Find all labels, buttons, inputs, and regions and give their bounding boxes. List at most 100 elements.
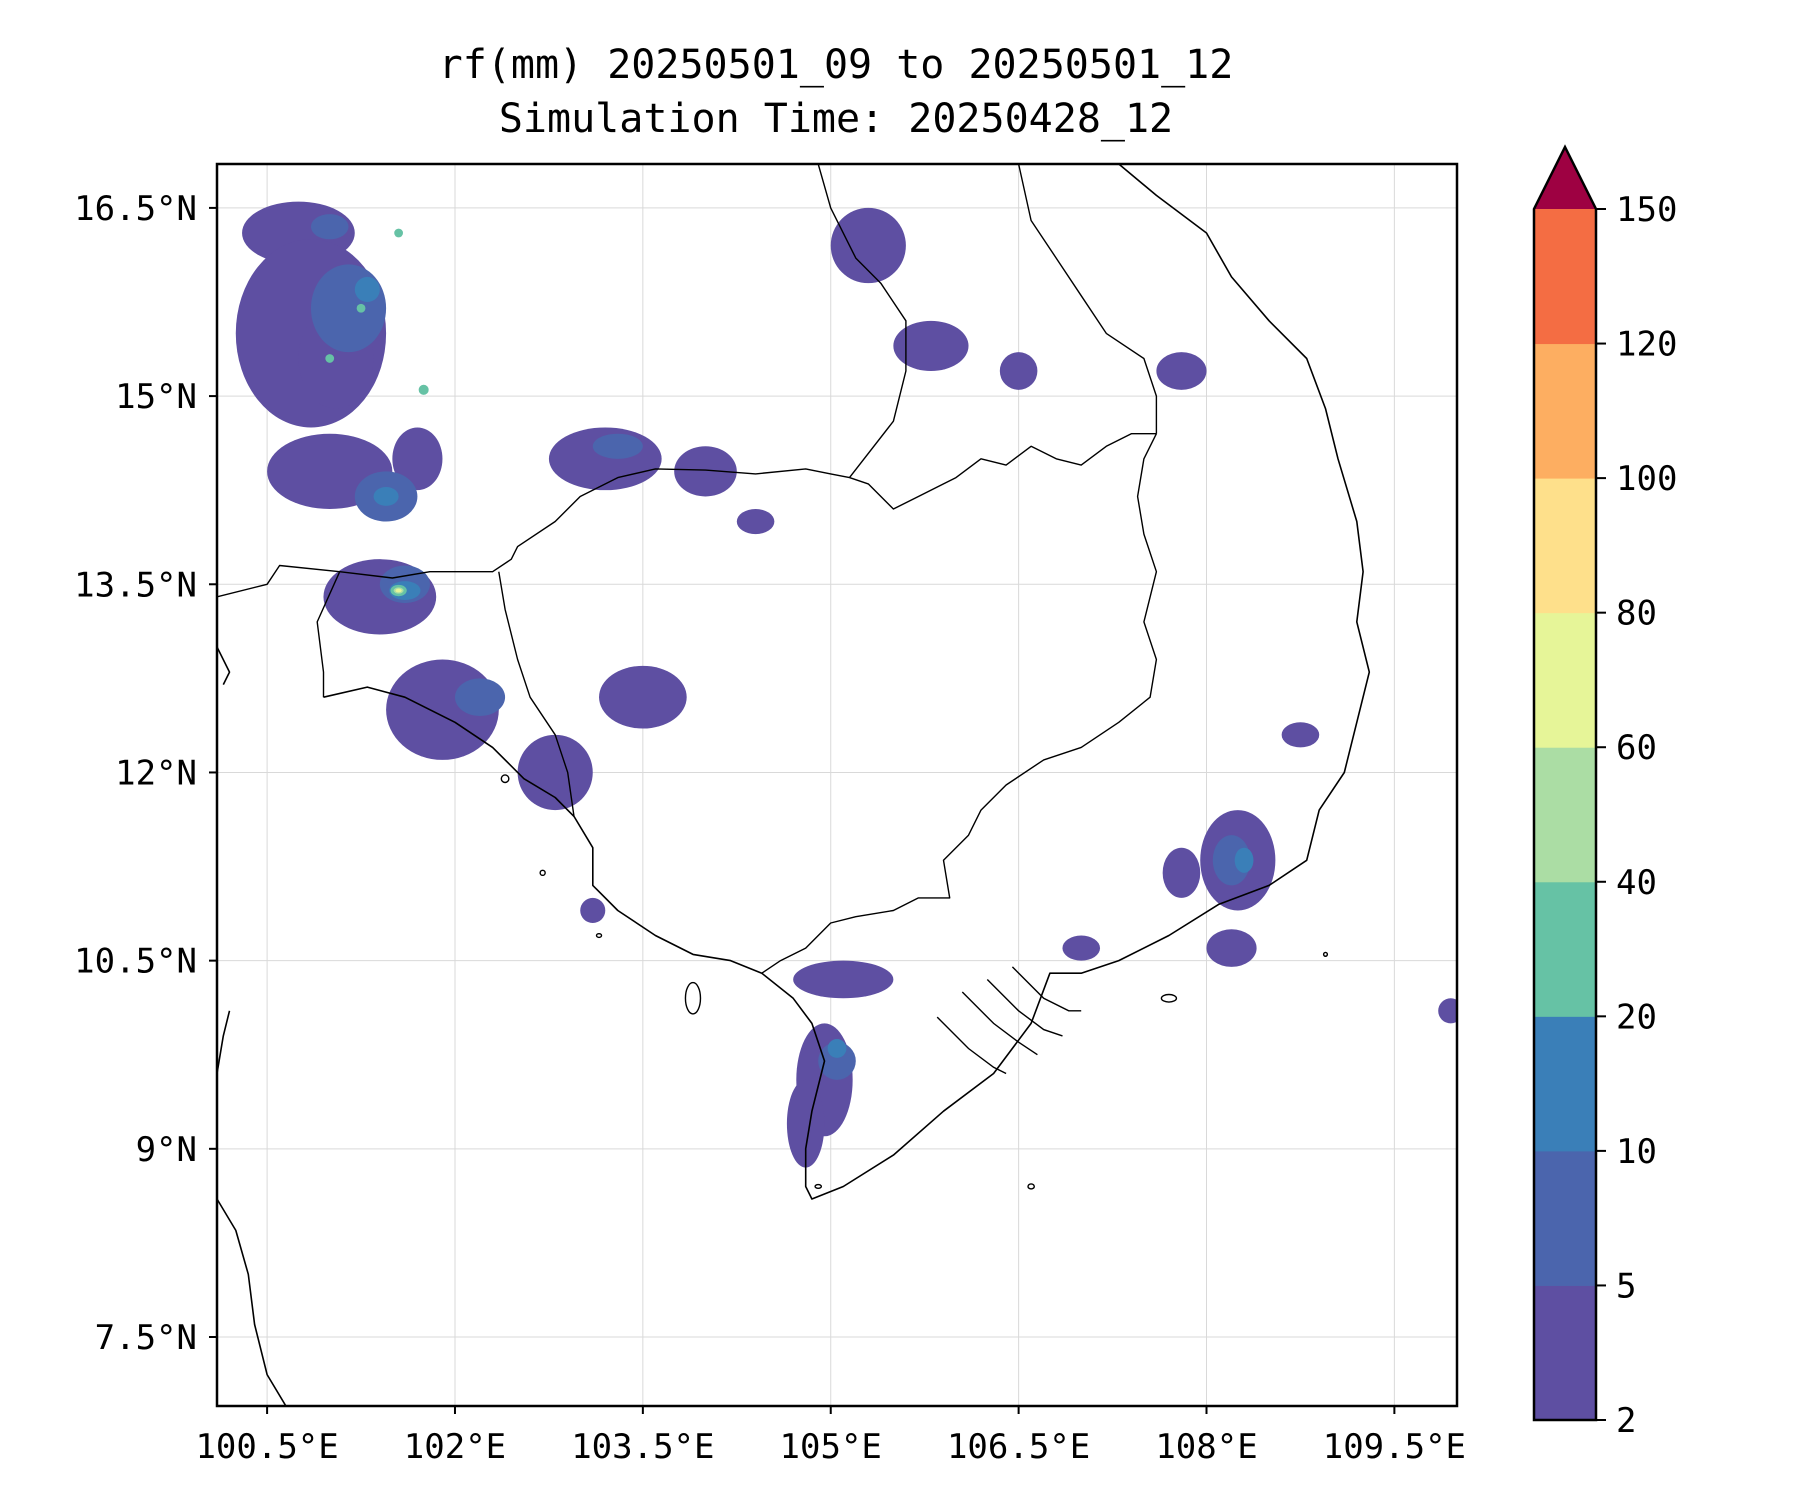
rainfall-areas xyxy=(235,201,1457,1168)
rain-cell xyxy=(592,433,643,459)
rain-cell xyxy=(325,354,335,363)
lon-tick-label: 105°E xyxy=(780,1427,882,1467)
delta-channel-0 xyxy=(936,1016,1007,1075)
gridlines xyxy=(217,164,1457,1406)
rain-cell xyxy=(1162,847,1201,898)
colorbar-tick-label: 2 xyxy=(1616,1401,1636,1441)
lat-tick-label: 16.5°N xyxy=(74,189,197,229)
lon-tick-label: 109.5°E xyxy=(1323,1427,1466,1467)
rain-cell xyxy=(310,214,349,240)
rain-cell xyxy=(1438,998,1457,1024)
rain-cell xyxy=(395,588,402,593)
lon-tick-label: 103.5°E xyxy=(571,1427,714,1467)
rain-cell xyxy=(454,678,506,716)
rain-cell xyxy=(418,384,429,395)
rain-cell xyxy=(517,734,593,811)
map-frame xyxy=(215,162,1459,1408)
colorbar-segment xyxy=(1534,1016,1596,1152)
rain-cell xyxy=(580,897,606,923)
colorbar-segment xyxy=(1534,747,1596,883)
lat-tick-label: 7.5°N xyxy=(95,1318,197,1358)
colorbar-tick-label: 120 xyxy=(1616,325,1677,365)
rain-cell xyxy=(1212,835,1251,886)
country-border-0 xyxy=(339,468,850,579)
rain-cell xyxy=(736,509,775,535)
rain-cell xyxy=(354,276,380,303)
rain-cell xyxy=(356,303,366,313)
island-outline xyxy=(500,774,510,784)
rain-cell xyxy=(392,427,443,491)
coastline-2 xyxy=(217,1010,231,1074)
colorbar-segment xyxy=(1534,343,1596,479)
rain-cell xyxy=(830,207,906,284)
delta-channel-1 xyxy=(961,991,1038,1056)
colorbar-segment xyxy=(1534,612,1596,748)
colorbar-tick-label: 5 xyxy=(1616,1266,1636,1306)
rain-cell xyxy=(827,1039,847,1058)
island-outline xyxy=(539,869,546,877)
rain-cell xyxy=(1281,722,1320,748)
colorbar-extend-triangle xyxy=(1534,147,1596,209)
colorbar-tick-label: 10 xyxy=(1616,1132,1657,1172)
rain-cell xyxy=(793,960,894,999)
longitude-tick-labels: 100.5°E 102°E 103.5°E 105°E 106.5°E 108°E 109.… xyxy=(195,1406,1466,1467)
lat-tick-label: 13.5°N xyxy=(74,565,197,605)
map-plot-area xyxy=(215,162,1459,1408)
island-outline xyxy=(1027,1183,1035,1190)
delta-channel-3 xyxy=(1011,966,1082,1012)
rain-level-5 xyxy=(395,588,402,593)
colorbar: 2 5 10 20 40 60 80 100 120 150 xyxy=(1532,144,1677,1441)
country-border-6 xyxy=(217,564,341,698)
chart-title-line2: Simulation Time: 20250428_12 xyxy=(499,96,1173,142)
lat-tick-label: 12°N xyxy=(115,753,197,793)
coastline-0 xyxy=(323,164,1371,1200)
country-border-2 xyxy=(761,433,1158,974)
rain-cell xyxy=(394,228,403,238)
rain-cell xyxy=(893,320,969,371)
rain-cell xyxy=(1234,847,1254,873)
colorbar-segment xyxy=(1534,1150,1596,1286)
colorbar-tick-label: 150 xyxy=(1616,190,1677,230)
coastlines-and-borders xyxy=(217,164,1371,1406)
lon-tick-label: 102°E xyxy=(404,1427,506,1467)
colorbar-tick-label: 80 xyxy=(1616,594,1657,634)
country-border-3 xyxy=(498,571,575,817)
rain-cell xyxy=(599,665,687,729)
rain-cell xyxy=(1062,935,1101,961)
colorbar-tick-label: 100 xyxy=(1616,459,1677,499)
island-outline xyxy=(1322,951,1329,957)
colorbar-tick-label: 60 xyxy=(1616,728,1657,768)
lat-tick-label: 9°N xyxy=(136,1130,197,1170)
lat-tick-label: 10.5°N xyxy=(74,942,197,982)
chart-title-line1: rf(mm) 20250501_09 to 20250501_12 xyxy=(439,42,1234,88)
country-border-1 xyxy=(849,433,1157,510)
colorbar-segment xyxy=(1534,478,1596,614)
lon-tick-label: 106.5°E xyxy=(947,1427,1090,1467)
country-border-5 xyxy=(1017,164,1158,434)
colorbar-segment xyxy=(1534,209,1596,345)
delta-channel-2 xyxy=(986,979,1063,1037)
colorbar-segment xyxy=(1534,1285,1596,1421)
island-outline xyxy=(1160,993,1178,1003)
rain-cell xyxy=(1206,929,1257,967)
island-outline xyxy=(814,1183,823,1190)
country-border-4 xyxy=(817,164,907,479)
lon-tick-label: 100.5°E xyxy=(195,1427,338,1467)
colorbar-segment xyxy=(1534,881,1596,1017)
rain-cell xyxy=(1156,352,1207,390)
island-outline xyxy=(595,932,603,939)
island-outline xyxy=(684,981,702,1015)
colorbar-outline xyxy=(1532,144,1598,1422)
lat-tick-label: 15°N xyxy=(115,377,197,417)
latitude-tick-labels: 16.5°N 15°N 13.5°N 12°N 10.5°N 9°N 7.5°N xyxy=(74,189,217,1358)
rain-cell xyxy=(310,264,387,353)
colorbar-tick-label: 20 xyxy=(1616,997,1657,1037)
rain-cell xyxy=(999,352,1038,390)
coastline-1 xyxy=(217,1198,287,1406)
rain-cell xyxy=(674,446,737,497)
map-background xyxy=(217,164,1457,1406)
colorbar-tick-label: 40 xyxy=(1616,863,1657,903)
coastline-3 xyxy=(217,646,231,685)
rain-cell xyxy=(373,487,399,506)
